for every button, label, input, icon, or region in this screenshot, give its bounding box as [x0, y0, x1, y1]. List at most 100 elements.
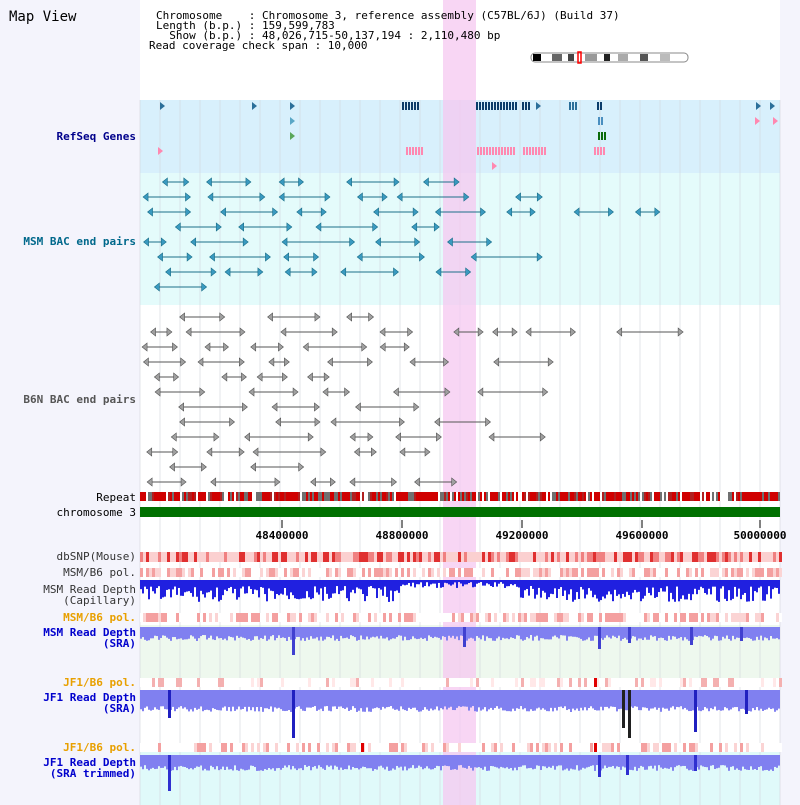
dbsnp-cell: [614, 552, 617, 562]
jf1-pol-cell: [389, 743, 392, 752]
jf1-sra-depth-bar-spike: [745, 690, 748, 714]
msm-pol-cell: [182, 568, 185, 577]
msm-pol-cell: [749, 568, 752, 577]
track-label-jf1-b6-pol-1[interactable]: JF1/B6 pol.: [63, 676, 136, 689]
jf1-pol-cell: [248, 678, 251, 687]
jf1-trim-depth-bar: [442, 755, 444, 766]
jf1-pol-cell: [524, 678, 527, 687]
msm-capillary-depth-bar: [510, 580, 512, 585]
track-label-msm-depth-sra[interactable]: MSM Read Depth (SRA): [43, 626, 136, 650]
repeat-segment: [376, 492, 378, 501]
dbsnp-cell: [455, 552, 458, 562]
dbsnp-cell: [371, 552, 374, 562]
msm-capillary-depth-bar: [268, 580, 270, 589]
jf1-pol-cell: [773, 678, 776, 687]
msm-pol-cell: [506, 613, 509, 622]
end-left-icon: [146, 447, 153, 457]
msm-capillary-depth-bar: [594, 580, 596, 595]
jf1-trim-depth-bar: [422, 755, 424, 770]
repeat-segment: [772, 492, 774, 501]
msm-capillary-depth-bar: [514, 580, 516, 585]
jf1-pol-cell: [725, 743, 728, 752]
msm-sra-depth-bar: [772, 627, 774, 639]
jf1-trim-depth-bar: [264, 755, 266, 770]
jf1-pol-cell: [557, 743, 560, 752]
msm-capillary-depth-bar: [388, 580, 390, 602]
jf1-pol-cell: [542, 743, 545, 752]
jf1-trim-depth-bar: [250, 755, 252, 766]
track-label-repeat[interactable]: Repeat: [96, 491, 136, 504]
track-label-jf1-depth-sra[interactable]: JF1 Read Depth (SRA): [43, 691, 136, 715]
track-label-jf1-depth-trimmed[interactable]: JF1 Read Depth (SRA trimmed): [43, 756, 136, 780]
msm-pol-cell: [242, 613, 245, 622]
track-label-msm-b6-pol-2[interactable]: MSM/B6 pol.: [63, 611, 136, 624]
jf1-trim-depth-bar: [548, 755, 550, 767]
track-label-msm-bac[interactable]: MSM BAC end pairs: [23, 235, 136, 248]
jf1-pol-cell: [236, 743, 239, 752]
msm-capillary-depth-bar: [658, 580, 660, 593]
end-right-icon: [274, 477, 281, 487]
track-label-jf1-b6-pol-2[interactable]: JF1/B6 pol.: [63, 741, 136, 754]
jf1-pol-cell: [149, 743, 152, 752]
repeat-segment: [220, 492, 222, 501]
msm-capillary-depth-bar: [334, 580, 336, 594]
dbsnp-cell: [692, 552, 695, 562]
jf1-pol-cell: [731, 678, 734, 687]
repeat-segment: [450, 492, 452, 501]
msm-capillary-depth-bar: [198, 580, 200, 602]
jf1-pol-cell: [539, 678, 542, 687]
jf1-pol-cell: [617, 678, 620, 687]
jf1-trim-depth-bar: [726, 755, 728, 768]
msm-capillary-depth-bar: [414, 580, 416, 588]
end-left-icon: [434, 207, 441, 217]
msm-pol-cell: [683, 613, 686, 622]
track-label-msm-b6-pol-1[interactable]: MSM/B6 pol.: [63, 566, 136, 579]
end-right-icon: [311, 267, 318, 277]
jf1-pol-cell: [644, 743, 647, 752]
jf1-sra-depth-bar: [188, 690, 190, 712]
msm-pol-cell: [560, 613, 563, 622]
repeat-segment: [762, 492, 764, 501]
chromosome-ideogram[interactable]: [530, 51, 689, 64]
jf1-trim-depth-bar: [572, 755, 574, 770]
repeat-segment: [336, 492, 338, 501]
track-label-dbsnp[interactable]: dbSNP(Mouse): [56, 550, 136, 563]
msm-pol-cell: [737, 613, 740, 622]
jf1-sra-depth-bar-spike: [628, 690, 631, 738]
jf1-sra-depth-bar: [390, 690, 392, 707]
repeat-segment: [452, 492, 454, 501]
jf1-trim-depth-bar: [306, 755, 308, 767]
dbsnp-cell: [674, 552, 677, 562]
jf1-pol-cell: [347, 678, 350, 687]
end-right-icon: [298, 462, 305, 472]
end-left-icon: [409, 357, 416, 367]
jf1-sra-depth-bar: [400, 690, 402, 707]
msm-capillary-depth-bar: [668, 580, 670, 602]
dbsnp-cell: [170, 552, 173, 562]
dbsnp-cell: [233, 552, 236, 562]
dbsnp-cell: [290, 552, 293, 562]
msm-pol-cell: [257, 568, 260, 577]
track-label-msm-depth-capillary[interactable]: MSM Read Depth (Capillary): [43, 583, 136, 607]
jf1-sra-depth-bar: [580, 690, 582, 708]
track-label-refseq[interactable]: RefSeq Genes: [56, 130, 136, 143]
msm-pol-cell: [242, 568, 245, 577]
dbsnp-cell: [623, 552, 626, 562]
end-left-icon: [170, 432, 177, 442]
axis-tick-label: 48800000: [376, 529, 429, 542]
msm-capillary-depth-bar: [764, 580, 766, 601]
dbsnp-cell: [308, 552, 311, 562]
repeat-segment: [470, 492, 472, 501]
track-label-chromosome[interactable]: chromosome 3: [56, 506, 136, 519]
dbsnp-cell: [446, 552, 449, 562]
msm-capillary-depth-bar: [328, 580, 330, 599]
msm-pol-cell: [689, 613, 692, 622]
jf1-pol-cell: [602, 743, 605, 752]
jf1-sra-depth-bar: [654, 690, 656, 708]
track-label-b6n-bac[interactable]: B6N BAC end pairs: [23, 393, 136, 406]
jf1-pol-cell: [755, 743, 758, 752]
jf1-sra-depth-bar: [314, 690, 316, 707]
jf1-pol-cell: [413, 743, 416, 752]
gene-exon: [535, 147, 537, 155]
